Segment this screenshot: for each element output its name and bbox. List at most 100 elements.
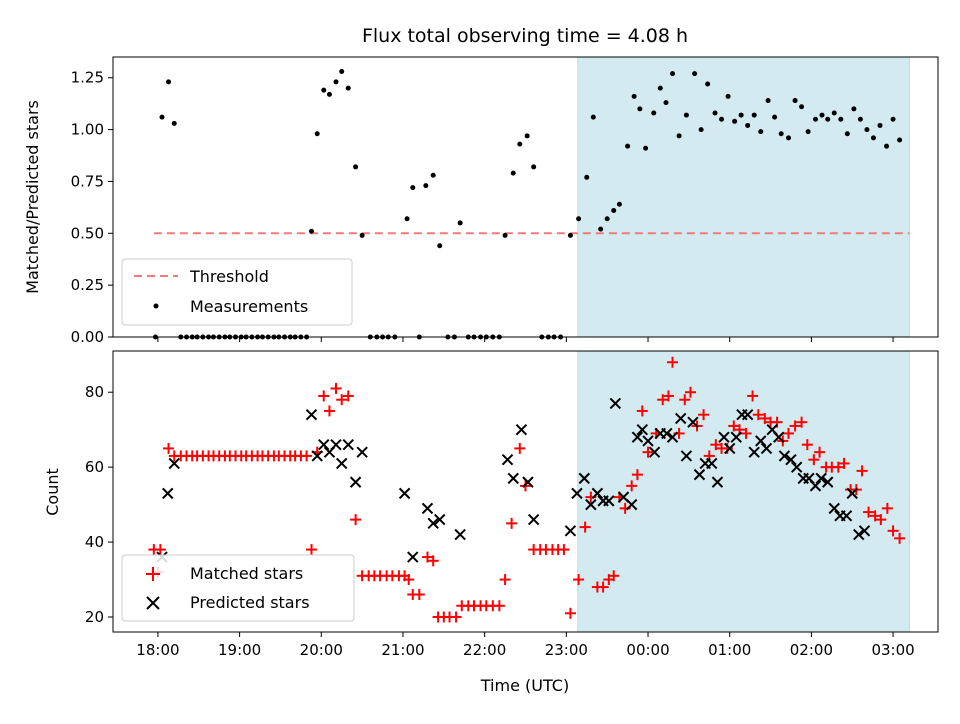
matched-star-marker xyxy=(796,416,808,428)
predicted-star-marker xyxy=(356,446,368,458)
measurement-point xyxy=(751,112,757,118)
predicted-star-marker xyxy=(822,476,834,488)
measurement-point xyxy=(676,133,682,139)
matched-star-marker xyxy=(710,439,722,451)
measurement-point xyxy=(643,145,649,151)
matched-star-marker xyxy=(450,611,462,623)
measurement-point xyxy=(745,122,751,128)
matched-star-marker xyxy=(154,544,166,556)
measurement-point xyxy=(404,216,410,222)
predicted-star-marker xyxy=(773,431,785,443)
predicted-star-marker xyxy=(666,431,679,443)
measurement-point xyxy=(725,93,731,99)
measurement-point xyxy=(171,120,177,126)
measurement-point xyxy=(524,133,530,139)
matched-star-marker xyxy=(856,465,868,477)
predicted-star-marker xyxy=(718,431,730,443)
measurement-point xyxy=(692,71,698,77)
top-y-tick-label: 0.00 xyxy=(71,328,104,346)
predicted-star-marker xyxy=(846,487,858,500)
bottom-legend: Matched stars Predicted stars xyxy=(121,554,355,622)
measurement-point xyxy=(625,143,631,149)
predicted-star-marker xyxy=(625,498,638,511)
predicted-star-marker xyxy=(730,431,742,443)
legend-predicted-label: Predicted stars xyxy=(190,593,310,612)
predicted-star-marker xyxy=(680,450,693,462)
matched-star-marker xyxy=(838,457,850,469)
bottom-legend-box xyxy=(121,554,355,622)
legend-matched-swatch xyxy=(146,567,160,581)
matched-star-marker xyxy=(631,469,643,481)
matched-star-marker xyxy=(579,521,591,533)
matched-star-marker xyxy=(336,394,348,406)
legend-measurements-swatch xyxy=(153,303,159,309)
predicted-star-marker xyxy=(778,450,791,462)
matched-star-marker xyxy=(801,439,813,451)
bottom-y-tick-label: 80 xyxy=(85,383,104,401)
chart-title: Flux total observing time = 4.08 h xyxy=(362,25,688,47)
measurement-point xyxy=(576,216,582,222)
measurement-point xyxy=(611,207,617,213)
measurement-point xyxy=(584,174,590,180)
predicted-star-marker xyxy=(706,457,718,470)
predicted-star-marker xyxy=(631,431,644,443)
matched-star-marker xyxy=(698,409,710,421)
measurement-point xyxy=(308,228,314,234)
matched-star-marker xyxy=(493,600,505,612)
measurement-point xyxy=(758,129,764,135)
predicted-star-marker xyxy=(336,457,348,470)
matched-star-marker xyxy=(350,514,362,526)
predicted-star-marker xyxy=(603,495,615,507)
top-y-tick-label: 1.00 xyxy=(71,121,104,139)
measurement-point xyxy=(877,122,883,128)
matched-star-marker xyxy=(427,555,439,567)
matched-star-marker xyxy=(752,409,764,421)
predicted-star-marker xyxy=(790,461,803,473)
matched-star-marker xyxy=(642,446,654,458)
measurement-point xyxy=(890,116,896,122)
predicted-star-marker xyxy=(609,397,622,410)
measurement-point xyxy=(651,110,657,116)
predicted-star-marker xyxy=(342,438,354,451)
bottom-matched-stars-markers xyxy=(148,356,906,623)
predicted-star-marker xyxy=(398,487,411,500)
matched-star-marker xyxy=(514,442,526,454)
measurement-point xyxy=(884,143,890,149)
measurement-point xyxy=(831,110,837,116)
matched-star-marker xyxy=(626,480,638,492)
matched-star-marker xyxy=(573,574,585,586)
top-plot-frame xyxy=(112,56,939,338)
predicted-star-marker xyxy=(741,408,754,421)
measurement-point xyxy=(870,135,876,141)
matched-star-marker xyxy=(564,607,576,619)
predicted-star-marker xyxy=(642,435,654,447)
predicted-star-marker xyxy=(311,450,323,462)
matched-star-marker xyxy=(747,390,759,402)
matched-star-marker xyxy=(499,574,511,586)
measurement-point xyxy=(616,201,622,207)
matched-star-marker xyxy=(685,386,696,398)
top-legend: Threshold Measurements xyxy=(121,258,353,326)
top-y-tick-label: 0.50 xyxy=(71,224,104,242)
matched-star-marker xyxy=(832,461,844,473)
matched-star-marker xyxy=(740,427,752,439)
predicted-star-marker xyxy=(674,412,687,425)
measurement-point xyxy=(590,114,596,120)
measurement-point xyxy=(637,106,643,112)
matched-star-marker xyxy=(597,581,609,593)
measurement-point xyxy=(333,79,339,85)
measurement-point xyxy=(423,183,429,189)
matched-star-marker xyxy=(558,544,570,556)
predicted-star-marker xyxy=(522,476,534,488)
bottom-x-tick-label: 02:00 xyxy=(790,641,833,659)
measurement-point xyxy=(732,118,738,124)
measurement-point xyxy=(457,220,463,226)
predicted-star-marker xyxy=(407,551,419,563)
bottom-plot-frame xyxy=(112,350,939,633)
legend-threshold-label: Threshold xyxy=(189,267,269,286)
measurement-point xyxy=(502,232,508,238)
legend-predicted-swatch xyxy=(146,596,160,610)
matched-star-marker xyxy=(657,394,669,406)
measurement-point xyxy=(663,100,669,106)
